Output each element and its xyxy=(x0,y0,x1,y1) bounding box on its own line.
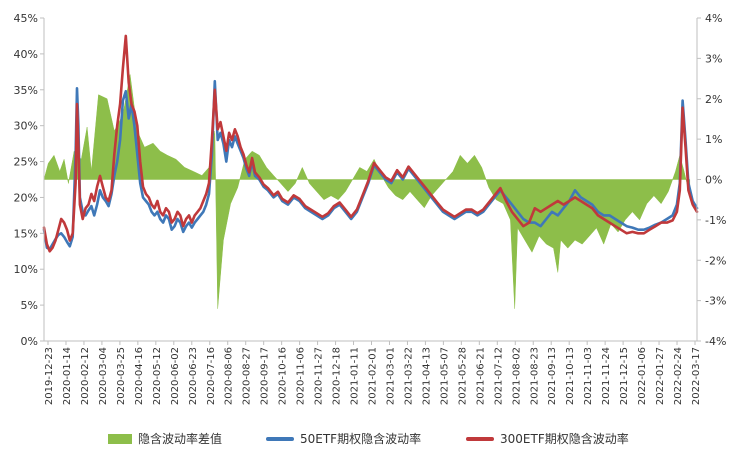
axes xyxy=(43,18,698,342)
legend-item-50etf: 50ETF期权隐含波动率 xyxy=(266,430,421,447)
right-tick-label: 1% xyxy=(705,133,722,146)
x-tick-label: 2020-03-04 xyxy=(98,347,109,405)
x-tick-label: 2020-06-23 xyxy=(188,347,199,405)
x-tick-label: 2020-09-17 xyxy=(260,347,271,405)
x-tick-label: 2022-02-24 xyxy=(673,347,684,405)
right-tick-label: -3% xyxy=(705,295,726,308)
plot-area xyxy=(42,34,699,309)
right-tick-label: -2% xyxy=(705,254,726,267)
x-tick-label: 2020-11-06 xyxy=(296,347,307,405)
x-tick-label: 2020-10-16 xyxy=(278,347,289,405)
legend-swatch-300etf xyxy=(466,436,494,441)
legend-label-300etf: 300ETF期权隐含波动率 xyxy=(500,432,629,446)
left-axis-ticks: 0% 5% 10% 15% 20% 25% 30% 35% 40% 45% xyxy=(14,12,44,348)
legend-label-diff: 隐含波动率差值 xyxy=(138,432,223,446)
x-tick-label: 2021-07-12 xyxy=(493,347,504,405)
legend-label-50etf: 50ETF期权隐含波动率 xyxy=(300,432,422,446)
x-tick-label: 2021-08-23 xyxy=(529,347,540,405)
x-tick-label: 2021-06-21 xyxy=(475,347,486,405)
left-tick-label: 45% xyxy=(14,12,38,25)
x-tick-label: 2019-12-23 xyxy=(44,347,55,405)
right-axis-ticks: -4% -3% -2% -1% 0% 1% 2% 3% 4% xyxy=(697,12,726,348)
x-tick-label: 2021-09-13 xyxy=(547,347,558,405)
left-tick-label: 25% xyxy=(14,156,38,169)
legend-item-diff: 隐含波动率差值 xyxy=(108,430,222,447)
x-tick-label: 2020-11-27 xyxy=(314,347,325,405)
right-tick-label: 4% xyxy=(705,12,722,25)
x-tick-label: 2021-08-02 xyxy=(511,347,522,405)
x-tick-label: 2020-08-06 xyxy=(224,347,235,405)
legend-item-300etf: 300ETF期权隐含波动率 xyxy=(466,430,629,447)
series-line-50etf xyxy=(42,79,699,251)
x-tick-label: 2021-11-24 xyxy=(601,347,612,405)
x-tick-label: 2022-01-06 xyxy=(637,347,648,405)
x-tick-label: 2021-05-07 xyxy=(439,347,450,405)
legend-swatch-50etf xyxy=(266,436,294,441)
x-tick-label: 2021-03-22 xyxy=(403,347,414,405)
right-tick-label: 3% xyxy=(705,52,722,65)
x-tick-label: 2020-08-27 xyxy=(242,347,253,405)
x-tick-label: 2020-03-25 xyxy=(116,347,127,405)
x-tick-label: 2020-05-12 xyxy=(152,347,163,405)
left-tick-label: 40% xyxy=(14,48,38,61)
x-tick-label: 2020-07-16 xyxy=(206,347,217,405)
x-tick-label: 2021-11-03 xyxy=(583,347,594,405)
left-tick-label: 5% xyxy=(21,299,38,312)
x-tick-label: 2021-05-28 xyxy=(457,347,468,405)
x-tick-label: 2020-12-18 xyxy=(332,347,343,405)
x-tick-label: 2021-04-13 xyxy=(421,347,432,405)
series-line-300etf xyxy=(42,34,699,253)
left-tick-label: 0% xyxy=(21,335,38,348)
left-tick-label: 10% xyxy=(14,263,38,276)
x-tick-label: 2021-02-01 xyxy=(368,347,379,405)
x-tick-label: 2021-10-13 xyxy=(565,347,576,405)
x-tick-label: 2021-03-01 xyxy=(386,347,397,405)
left-tick-label: 20% xyxy=(14,191,38,204)
right-tick-label: 0% xyxy=(705,174,722,187)
x-tick-label: 2020-02-12 xyxy=(80,347,91,405)
left-tick-label: 30% xyxy=(14,120,38,133)
x-tick-label: 2020-06-02 xyxy=(170,347,181,405)
x-tick-label: 2020-01-14 xyxy=(62,347,73,405)
x-tick-label: 2022-01-27 xyxy=(655,347,666,405)
left-tick-label: 35% xyxy=(14,84,38,97)
right-tick-label: -4% xyxy=(705,335,726,348)
legend-swatch-diff xyxy=(108,433,132,444)
x-tick-label: 2020-04-16 xyxy=(134,347,145,405)
x-tick-label: 2021-01-11 xyxy=(350,347,361,405)
legend: 隐含波动率差值 50ETF期权隐含波动率 300ETF期权隐含波动率 xyxy=(0,430,741,450)
x-axis-ticks: 2019-12-23 2020-01-14 2020-02-12 2020-03-04… xyxy=(44,341,702,405)
right-tick-label: -1% xyxy=(705,214,726,227)
left-tick-label: 15% xyxy=(14,227,38,240)
right-tick-label: 2% xyxy=(705,93,722,106)
x-tick-label: 2022-03-17 xyxy=(691,347,702,405)
x-tick-label: 2021-12-15 xyxy=(619,347,630,405)
